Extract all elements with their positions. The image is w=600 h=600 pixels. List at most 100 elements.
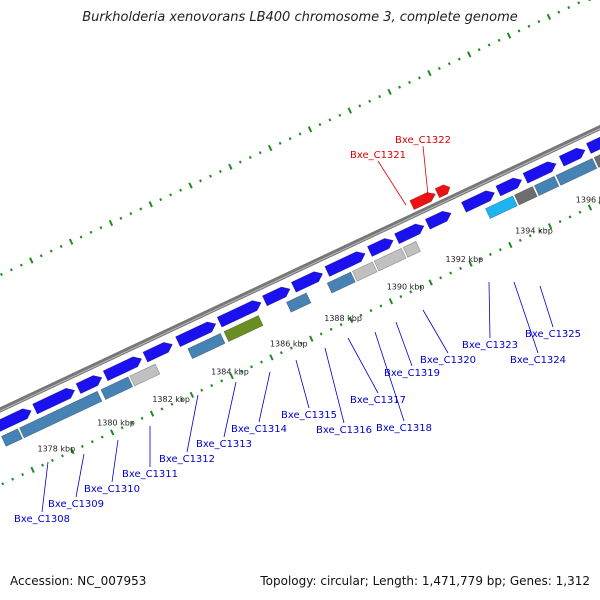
- upper-scale-tick: [99, 226, 103, 230]
- gene-leader-line: [347, 337, 379, 394]
- upper-scale-tick: [408, 80, 411, 85]
- lower-scale-tick: [419, 285, 423, 289]
- cds-forward-arrow: [142, 342, 173, 363]
- lower-scale-tick: [439, 276, 443, 280]
- cds-forward-arrow: [216, 300, 262, 328]
- scale-tick-label: 1390 kbp: [387, 282, 425, 291]
- gene-leader-line: [295, 359, 310, 409]
- scale-tick-label: 1394 kbp: [515, 226, 553, 235]
- lower-scale-tick: [309, 335, 314, 342]
- lower-scale-tick: [250, 365, 253, 369]
- upper-scale-tick: [358, 104, 362, 108]
- gene-leader-line: [422, 309, 449, 354]
- cds-forward-arrow: [290, 271, 324, 293]
- upper-scale-tick: [387, 88, 392, 95]
- lower-scale-tick: [90, 440, 94, 444]
- scale-tick-label: 1384 kbp: [211, 367, 249, 376]
- lower-scale-tick: [279, 351, 283, 355]
- lower-scale-tick: [60, 454, 64, 458]
- lower-scale-tick: [468, 260, 473, 267]
- lower-scale-tick: [488, 252, 492, 256]
- cds-forward-arrow: [366, 238, 394, 257]
- cds-forward-arrow: [262, 286, 291, 307]
- upper-scale-tick: [378, 94, 382, 99]
- scale-tick-label: 1396 kbp: [576, 196, 600, 205]
- lower-scale-tick: [508, 241, 513, 249]
- upper-scale-tick: [506, 32, 512, 39]
- lower-scale-tick: [299, 341, 303, 345]
- gene-label: Bxe_C1309: [48, 499, 104, 510]
- gene-leader-line: [488, 281, 491, 339]
- lower-scale-tick: [210, 383, 214, 388]
- upper-scale-tick: [328, 118, 332, 122]
- upper-scale-tick: [68, 238, 74, 245]
- upper-scale-tick: [59, 244, 63, 248]
- cds-forward-arrow: [424, 210, 452, 230]
- lower-scale-tick: [41, 463, 44, 467]
- cds-forward-arrow: [0, 408, 32, 432]
- lower-scale-tick: [1, 482, 5, 486]
- lower-scale-tick: [319, 332, 323, 336]
- lower-scale-tick: [428, 279, 433, 286]
- cds-box: [129, 363, 161, 387]
- upper-scale-tick: [89, 230, 93, 234]
- lower-scale-tick: [388, 298, 394, 305]
- cds-box: [223, 315, 264, 343]
- cds-forward-arrow: [495, 177, 523, 197]
- upper-scale-tick: [228, 163, 233, 170]
- gene-label: Bxe_C1316: [316, 425, 372, 436]
- upper-scale-tick: [517, 29, 521, 33]
- lower-scale-tick: [180, 398, 184, 402]
- lower-scale-tick: [369, 309, 373, 313]
- cds-forward-arrow: [32, 387, 76, 415]
- upper-scale-tick: [427, 69, 432, 77]
- lower-scale-tick: [170, 402, 174, 406]
- cds-box: [0, 428, 23, 447]
- upper-scale-tick: [318, 123, 322, 127]
- lower-scale-tick: [229, 373, 234, 380]
- upper-scale-tick: [338, 113, 342, 117]
- upper-scale-tick: [19, 263, 23, 267]
- upper-scale-tick: [368, 99, 372, 103]
- lower-scale-tick: [409, 290, 413, 294]
- gene-label: Bxe_C1323: [462, 340, 518, 351]
- genome-title: Burkholderia xenovorans LB400 chromosome…: [82, 10, 518, 25]
- lower-scale-tick: [518, 238, 522, 242]
- cds-box: [352, 261, 378, 282]
- upper-scale-tick: [267, 144, 273, 152]
- cds-box: [326, 271, 356, 294]
- gene-leader-line: [395, 321, 413, 367]
- gene-leader-line: [75, 453, 85, 498]
- upper-scale-tick: [169, 193, 173, 197]
- lower-scale-tick: [329, 327, 333, 331]
- lower-scale-tick: [399, 294, 403, 299]
- backbone-line: [0, 124, 600, 413]
- lower-scale-tick: [240, 369, 244, 374]
- upper-scale-tick: [238, 160, 242, 164]
- lower-scale-tick: [51, 458, 54, 463]
- lower-scale-tick: [220, 379, 224, 383]
- cds-forward-arrow: [102, 356, 143, 382]
- lower-scale-tick: [498, 248, 502, 252]
- gene-leader-line: [186, 394, 199, 453]
- cds-box: [593, 154, 600, 168]
- lower-scale-tick: [80, 444, 84, 448]
- lower-scale-tick: [260, 360, 263, 364]
- cds-forward-arrow: [461, 190, 496, 213]
- genome-summary-text: Topology: circular; Length: 1,471,779 bp…: [260, 574, 590, 588]
- gene-leader-line: [422, 145, 429, 196]
- cds-box: [286, 292, 312, 313]
- lower-scale-tick: [459, 266, 462, 270]
- upper-scale-tick: [49, 249, 53, 253]
- lower-scale-tick: [120, 426, 124, 430]
- lower-scale-tick: [547, 223, 553, 230]
- upper-scale-tick: [79, 235, 83, 239]
- lower-scale-tick: [70, 447, 75, 455]
- cds-box: [485, 195, 518, 219]
- gene-label: Bxe_C1322: [395, 135, 451, 146]
- upper-scale-tick: [557, 10, 561, 14]
- upper-scale-tick: [0, 272, 3, 277]
- upper-scale-tick: [457, 57, 461, 61]
- cds-forward-arrow: [558, 147, 586, 167]
- lower-scale-tick: [130, 421, 134, 425]
